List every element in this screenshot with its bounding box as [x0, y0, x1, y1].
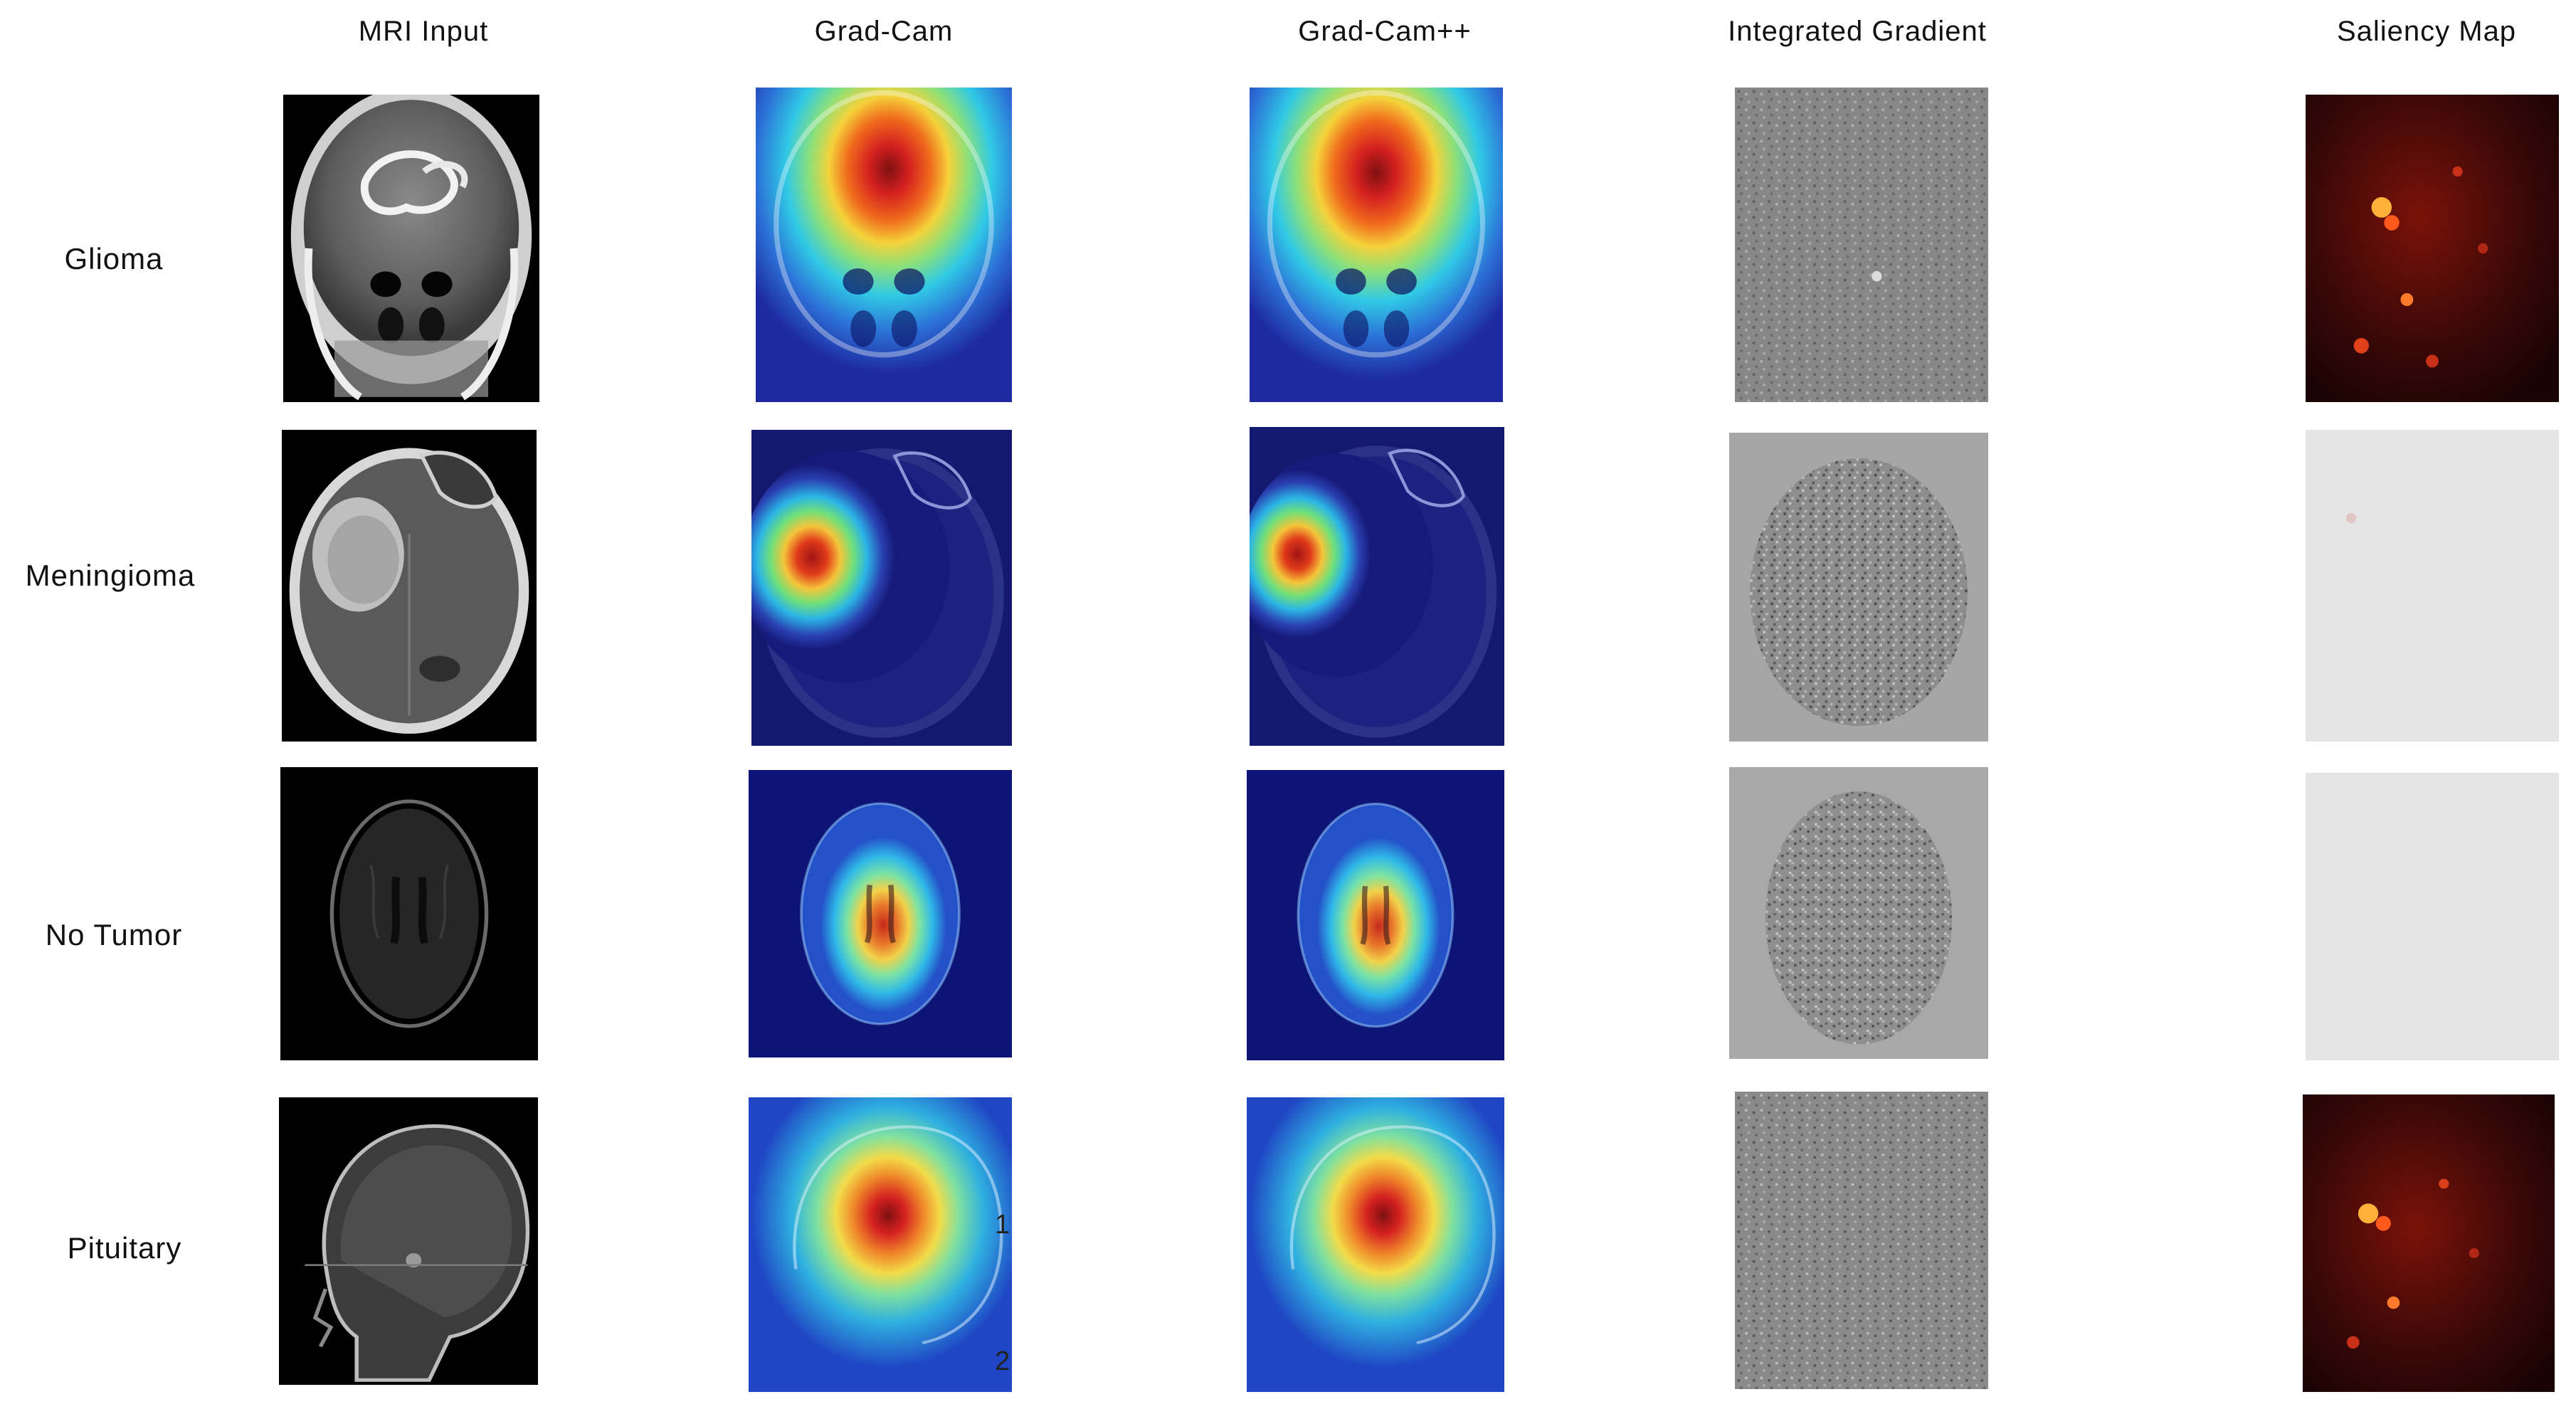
column-header-mri-input: MRI Input [358, 16, 489, 47]
row-label-meningioma: Meningioma [25, 559, 196, 592]
integrated-gradient-meningioma-map [1729, 433, 1988, 742]
grad-cam-plus-plus-no-tumor-heatmap [1247, 770, 1504, 1060]
saliency-map-no-tumor [2306, 773, 2559, 1060]
grad-cam-meningioma-heatmap [751, 430, 1012, 746]
saliency-map-glioma [2306, 95, 2559, 402]
grad-cam-edge-tick-1: 1 [995, 1210, 1010, 1240]
column-header-grad-cam: Grad-Cam [814, 16, 954, 47]
mri-input-no-tumor-image [280, 767, 538, 1060]
saliency-map-meningioma [2306, 430, 2559, 742]
column-header-saliency-map: Saliency Map [2336, 16, 2517, 47]
integrated-gradient-no-tumor-map [1729, 767, 1988, 1059]
grad-cam-no-tumor-heatmap [749, 770, 1012, 1057]
grad-cam-plus-plus-glioma-heatmap [1250, 88, 1503, 402]
mri-input-meningioma-image [282, 430, 537, 742]
grad-cam-plus-plus-meningioma-heatmap [1250, 427, 1504, 746]
row-label-pituitary: Pituitary [67, 1231, 182, 1265]
integrated-gradient-glioma-map [1735, 88, 1988, 402]
mri-input-glioma-image [283, 95, 539, 402]
grad-cam-edge-tick-2: 2 [995, 1346, 1010, 1376]
grad-cam-glioma-heatmap [756, 88, 1012, 402]
grad-cam-pituitary-heatmap [749, 1097, 1012, 1392]
column-header-grad-cam-plus-plus: Grad-Cam++ [1298, 16, 1472, 47]
mri-input-pituitary-image [279, 1097, 538, 1385]
grad-cam-plus-plus-pituitary-heatmap [1247, 1097, 1504, 1392]
row-label-no-tumor: No Tumor [45, 918, 183, 951]
integrated-gradient-pituitary-map [1735, 1092, 1988, 1389]
saliency-map-pituitary [2303, 1094, 2555, 1392]
row-label-glioma: Glioma [64, 242, 164, 275]
column-header-integrated-gradient: Integrated Gradient [1728, 16, 1987, 47]
